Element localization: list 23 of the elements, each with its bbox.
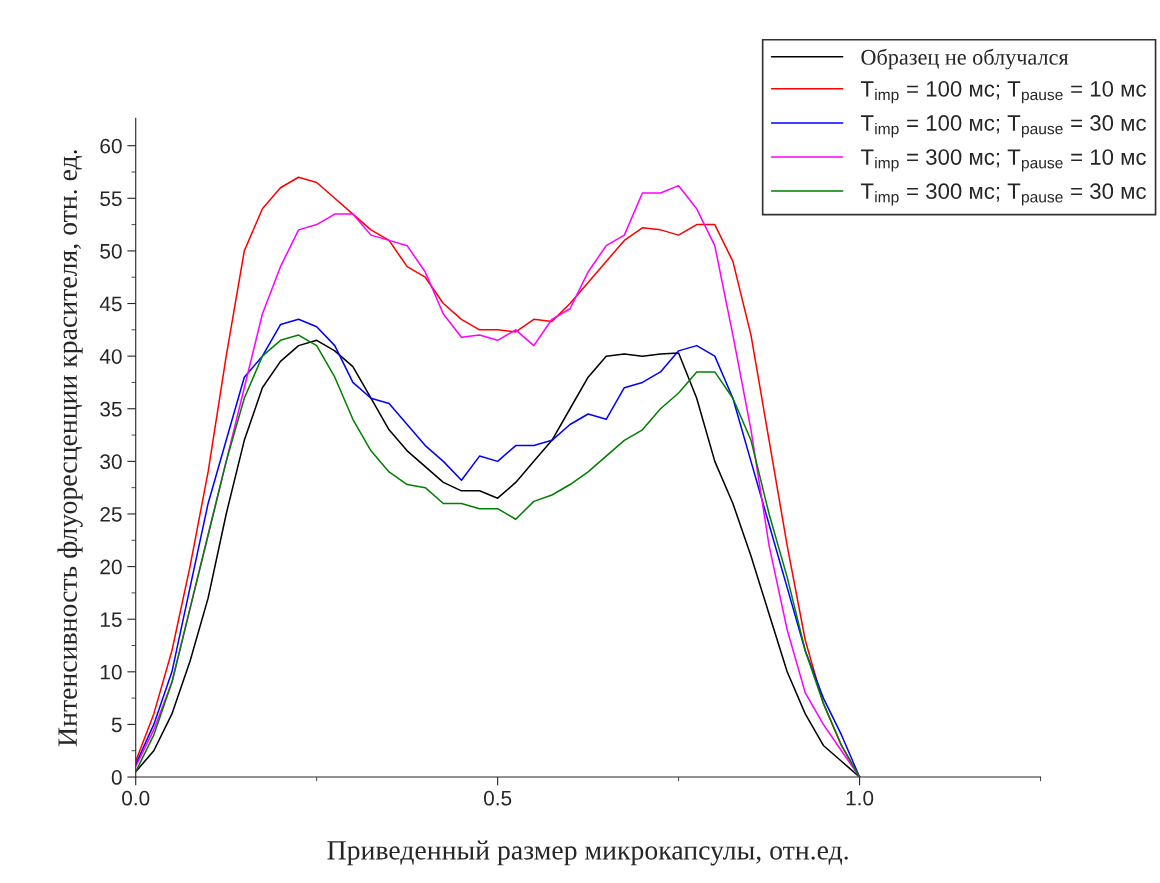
x-axis-title: Приведенный размер микрокапсулы, отн.ед. bbox=[327, 840, 848, 866]
y-axis-title: Интенсивность флуоресценции красителя, отн. ед. bbox=[57, 150, 83, 747]
y-tick-label: 35 bbox=[100, 401, 122, 417]
x-tick-label: 0.0 bbox=[122, 790, 150, 806]
y-tick-label: 45 bbox=[99, 296, 122, 312]
y-tick-label: 30 bbox=[100, 454, 122, 470]
legend-label: T$_{imp}$ = 300 мс; T$_{pause}$ = 10 мс bbox=[860, 149, 1146, 172]
y-tick-label: 5 bbox=[111, 717, 122, 733]
y-tick-label: 25 bbox=[100, 506, 122, 522]
x-tick-label: 1.0 bbox=[846, 790, 874, 806]
legend-label: T$_{imp}$ = 100 мс; T$_{pause}$ = 10 мс bbox=[860, 81, 1146, 104]
legend-label: T$_{imp}$ = 300 мс; T$_{pause}$ = 30 мс bbox=[860, 183, 1146, 206]
y-tick-label: 60 bbox=[100, 138, 122, 154]
y-tick-label: 50 bbox=[100, 243, 122, 259]
y-tick-label: 10 bbox=[100, 664, 122, 680]
y-tick-label: 40 bbox=[99, 349, 122, 364]
y-tick-label: 0 bbox=[111, 770, 122, 785]
x-tick-label: 0.5 bbox=[483, 790, 512, 806]
legend-label: T$_{imp}$ = 100 мс; T$_{pause}$ = 30 мс bbox=[860, 115, 1146, 138]
y-tick-label: 15 bbox=[100, 612, 122, 627]
y-tick-label: 20 bbox=[100, 559, 122, 575]
y-tick-label: 55 bbox=[100, 191, 122, 207]
legend-label: Образец не облучался bbox=[861, 48, 1069, 70]
